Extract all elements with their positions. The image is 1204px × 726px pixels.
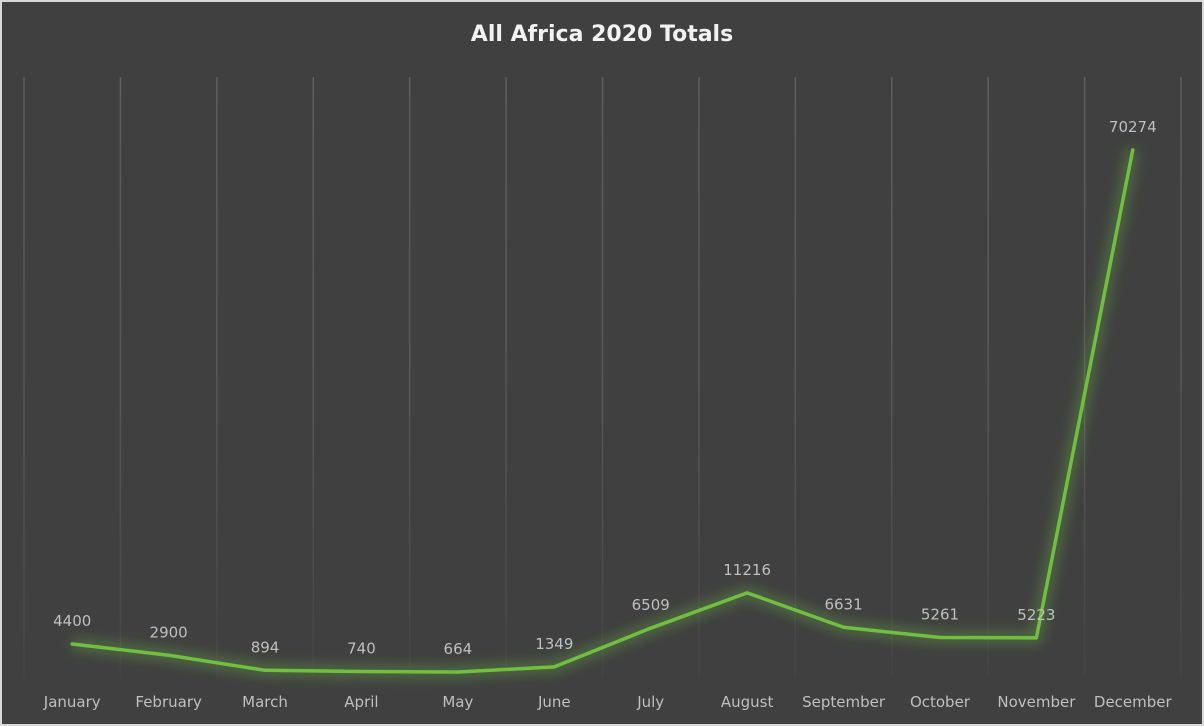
data-label: 5261 (921, 606, 959, 624)
x-tick-label: February (135, 693, 202, 711)
data-label: 740 (347, 639, 376, 657)
x-tick-label: September (802, 693, 886, 711)
data-label: 2900 (150, 623, 188, 641)
gridline-vertical (698, 77, 700, 677)
gridline-vertical (216, 77, 218, 677)
gridline-vertical (119, 77, 122, 677)
gridline-vertical (408, 77, 411, 677)
gridline-vertical (794, 77, 797, 677)
x-tick-label: December (1094, 693, 1173, 711)
data-label: 664 (444, 640, 473, 658)
series-line (70, 148, 1139, 679)
gridline-vertical (601, 77, 604, 677)
x-tick-label: October (910, 693, 971, 711)
data-label: 1349 (535, 635, 573, 653)
data-label: 6631 (824, 595, 862, 613)
gridline-vertical (1180, 77, 1182, 677)
gridline-vertical (987, 77, 989, 677)
data-label: 6509 (632, 596, 670, 614)
data-label: 894 (251, 638, 280, 656)
x-axis-labels: January February March April May June July Augu… (43, 693, 1173, 711)
x-tick-label: March (242, 693, 288, 711)
x-tick-label: August (721, 693, 774, 711)
gridline-vertical (23, 77, 25, 677)
x-tick-label: April (344, 693, 378, 711)
x-tick-label: May (442, 693, 473, 711)
x-tick-label: November (997, 693, 1076, 711)
gridline-vertical (312, 77, 314, 677)
x-tick-label: July (636, 693, 664, 711)
gridline-vertical (505, 77, 507, 677)
data-label: 70274 (1109, 118, 1157, 136)
series-line-path (70, 148, 1135, 674)
gridlines (23, 76, 1182, 678)
x-tick-label: January (43, 693, 101, 711)
data-label: 5223 (1017, 606, 1055, 624)
chart-title: All Africa 2020 Totals (470, 22, 734, 47)
data-labels: 4400 2900 894 740 664 1349 6509 11216 6631 5261 52… (53, 118, 1157, 658)
gridline-vertical (891, 77, 893, 677)
data-label: 11216 (723, 561, 771, 579)
data-label: 4400 (53, 612, 91, 630)
x-tick-label: June (537, 693, 571, 711)
